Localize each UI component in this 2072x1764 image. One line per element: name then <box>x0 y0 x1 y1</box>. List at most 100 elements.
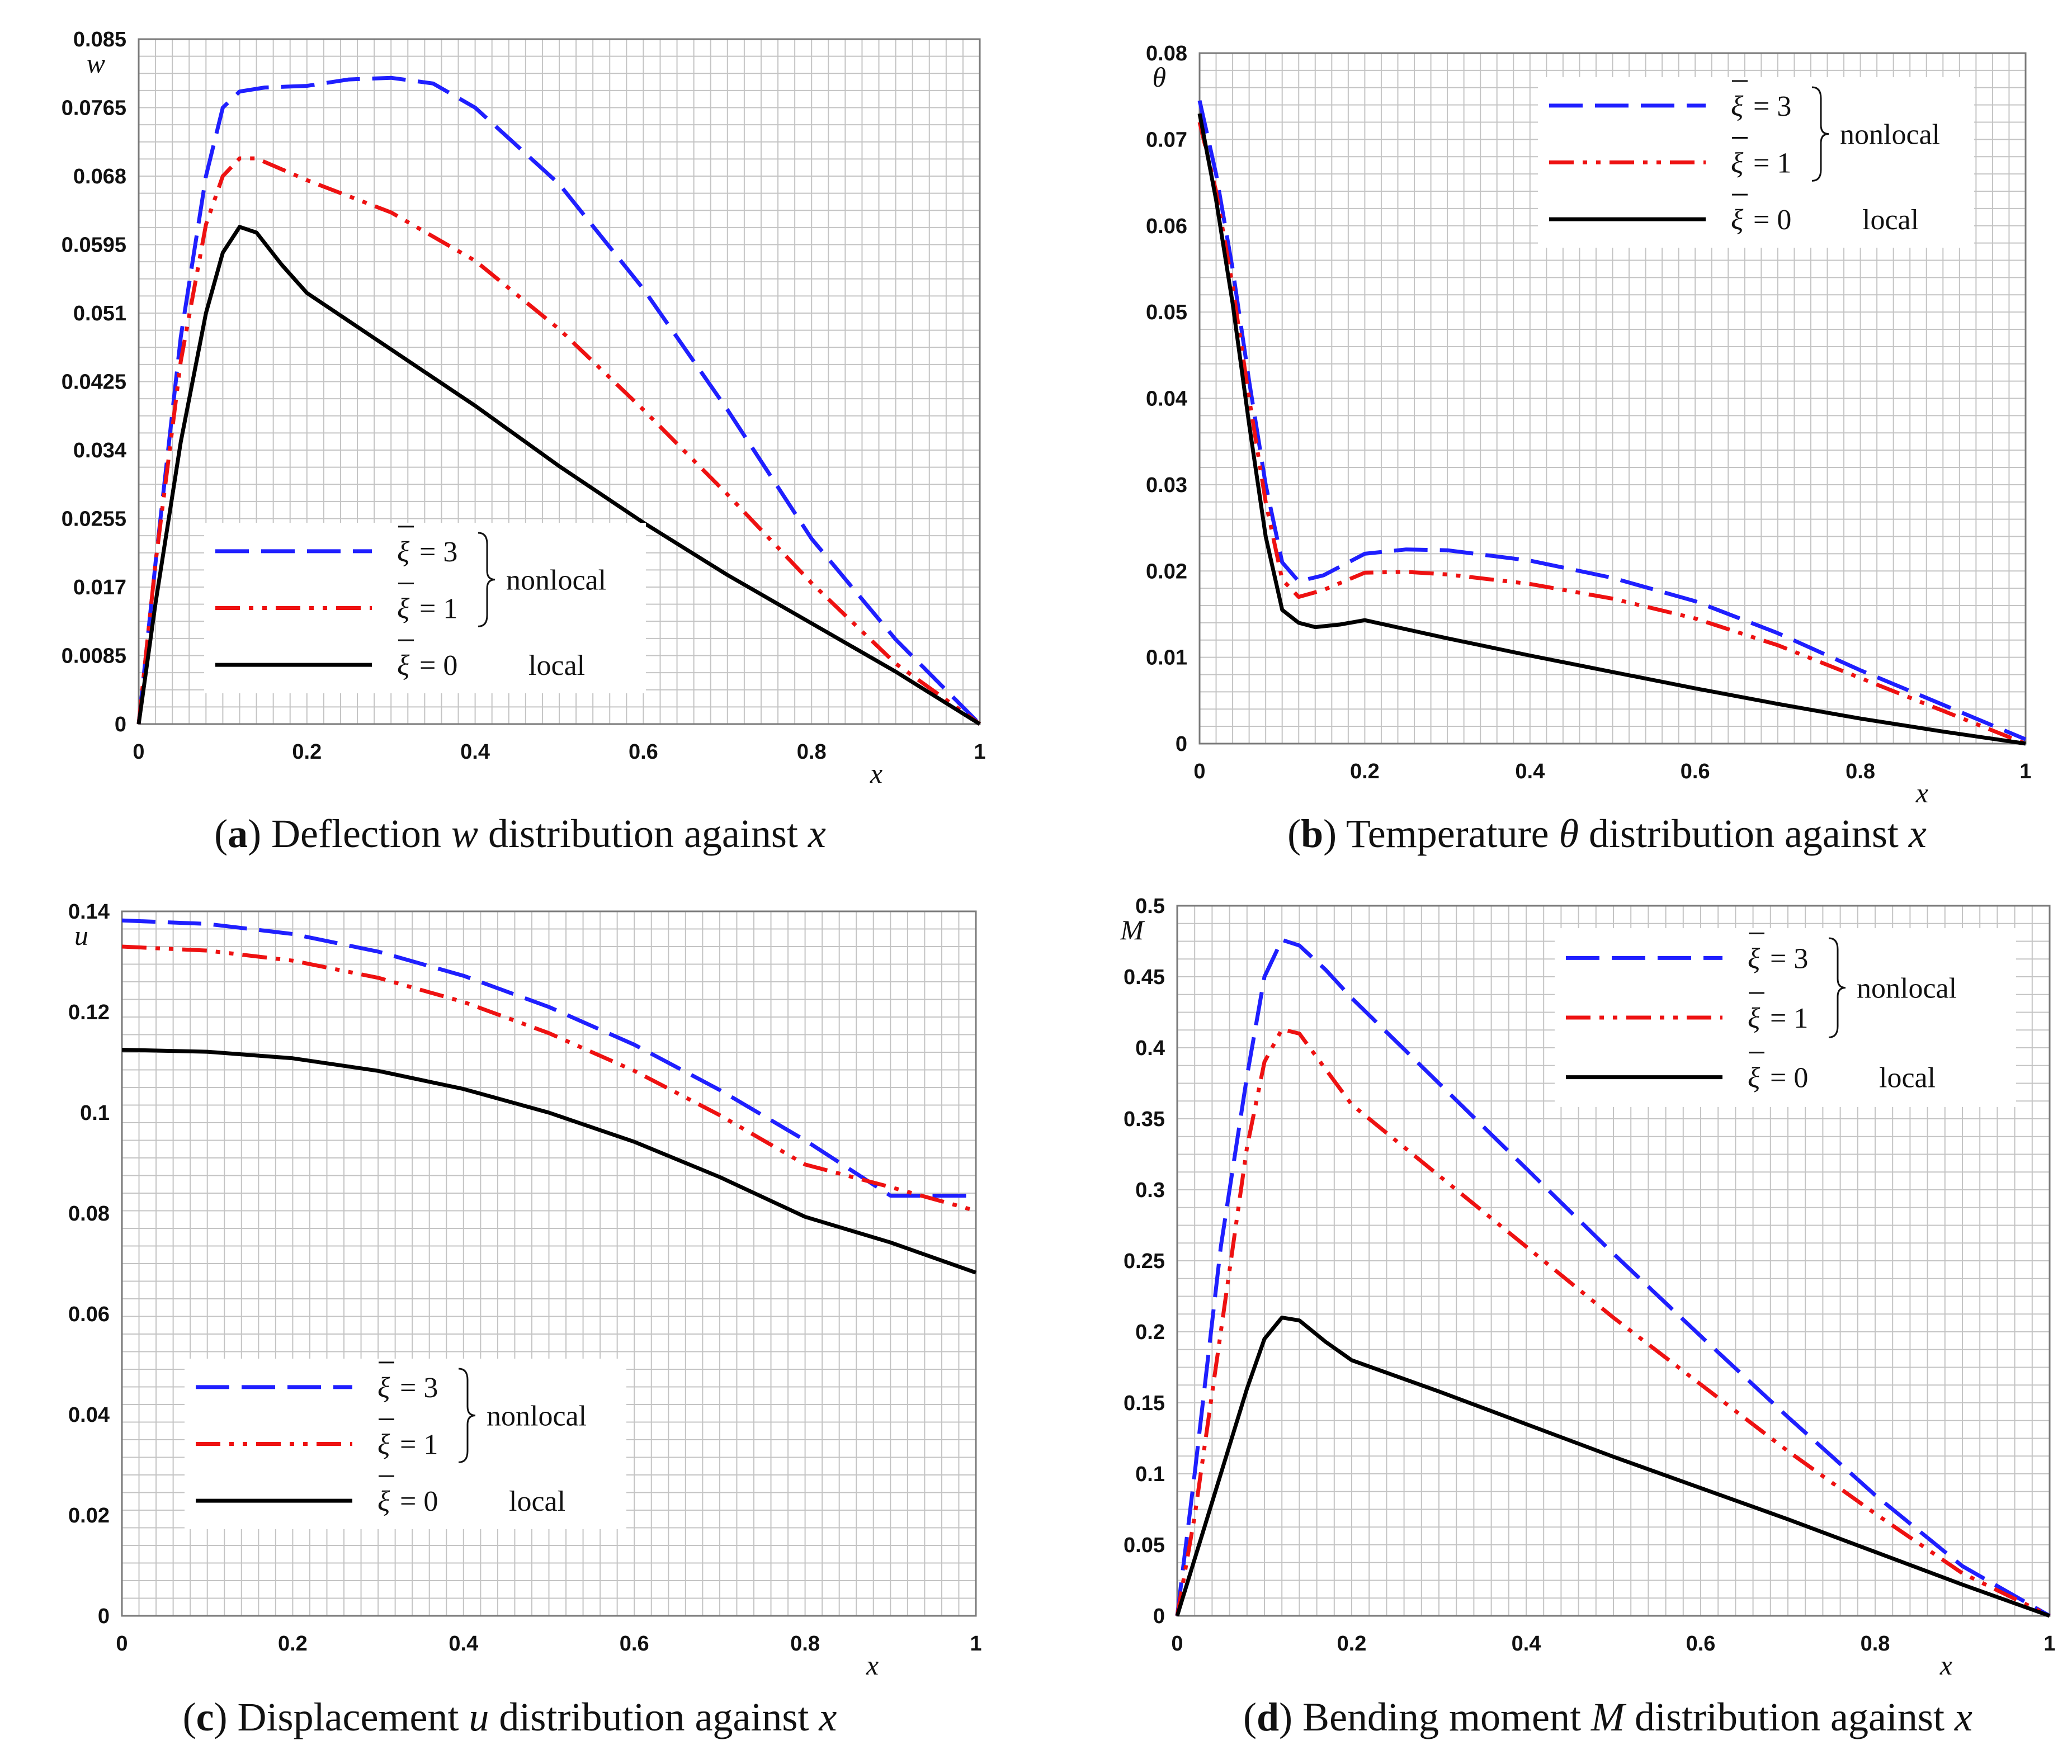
panel-c: 0 0.02 0.04 0.06 0.08 0.1 0.12 0.14 0 0.2 0.4 0.6 0.… <box>68 900 982 1739</box>
y-tick-label: 0.017 <box>73 576 126 599</box>
legend-value: = 1 <box>419 593 457 625</box>
y-tick-label: 0.085 <box>73 28 126 51</box>
y-tick-label: 0.051 <box>73 302 126 325</box>
y-tick-label: 0.06 <box>1146 215 1187 238</box>
x-tick-label: 1 <box>970 1632 981 1656</box>
y-tick-label: 0.5 <box>1135 895 1165 918</box>
legend-brace <box>1811 86 1829 182</box>
series-line-xi-1 <box>1197 121 2027 746</box>
legend-symbol: ξ <box>1731 204 1744 236</box>
series-line-xi-0 <box>121 1048 977 1275</box>
series-lines <box>1197 100 2027 746</box>
legend-group-nonlocal: nonlocal <box>1840 119 1940 151</box>
x-tick-label: 1 <box>974 740 985 764</box>
y-tick-label: 0.0085 <box>62 645 126 668</box>
y-tick-label: 0.05 <box>1124 1534 1165 1557</box>
legend-group-nonlocal: nonlocal <box>506 565 606 597</box>
legend-symbol: ξ <box>397 536 410 568</box>
y-tick-label: 0.06 <box>68 1303 110 1326</box>
panel-a: 0 0.0085 0.017 0.0255 0.034 0.0425 0.051 0.0595… <box>62 28 986 856</box>
y-tick-label: 0.25 <box>1124 1250 1165 1273</box>
legend-brace <box>458 1368 476 1463</box>
x-tick-label: 0.4 <box>449 1632 478 1656</box>
series-line-xi-0 <box>136 225 981 726</box>
legend-value: = 3 <box>1753 91 1791 122</box>
x-tick-label: 0.2 <box>1337 1632 1367 1656</box>
y-tick-label: 0.01 <box>1146 646 1187 670</box>
x-tick-label: 0.8 <box>790 1632 820 1656</box>
panel-caption: (b) Temperature θ distribution against x <box>1287 811 1927 856</box>
y-tick-label: 0.1 <box>80 1101 110 1125</box>
series-lines <box>1175 938 2051 1618</box>
y-tick-label: 0.0595 <box>62 234 126 257</box>
y-axis-label: u <box>74 920 88 951</box>
x-tick-label: 0.4 <box>460 740 490 764</box>
legend: ξ = 3 ξ = 1 ξ = 0 nonlocal local <box>1555 928 2016 1107</box>
legend: ξ = 3 ξ = 1 ξ = 0 nonlocal local <box>204 523 646 693</box>
legend-value: = 0 <box>400 1486 438 1517</box>
legend-group-nonlocal: nonlocal <box>487 1401 587 1432</box>
y-tick-label: 0.07 <box>1146 128 1187 152</box>
y-tick-label: 0.35 <box>1124 1108 1165 1131</box>
legend-value: = 1 <box>400 1429 438 1461</box>
y-tick-label: 0.12 <box>68 1001 110 1024</box>
x-tick-label: 0.4 <box>1512 1632 1541 1656</box>
legend-value: = 3 <box>1770 943 1808 975</box>
series-lines <box>136 75 981 726</box>
legend-group-local: local <box>528 650 585 682</box>
legend-brace <box>1828 937 1846 1038</box>
x-tick-label: 0 <box>1193 760 1205 783</box>
legend-value: = 0 <box>1770 1062 1808 1094</box>
series-line-xi-3 <box>1175 938 2051 1618</box>
grid <box>1199 53 2026 744</box>
y-tick-label: 0.034 <box>73 439 126 462</box>
y-tick-label: 0.45 <box>1124 966 1165 989</box>
series-line-xi-1 <box>121 944 976 1213</box>
series-line-xi-1 <box>136 156 981 726</box>
legend-value: = 3 <box>419 536 457 568</box>
y-tick-label: 0.14 <box>68 900 110 924</box>
series-line-xi-1 <box>1175 1027 2051 1618</box>
legend-group-local: local <box>1879 1062 1936 1094</box>
y-tick-label: 0 <box>1176 732 1187 756</box>
y-tick-label: 0 <box>98 1605 110 1628</box>
y-tick-label: 0.02 <box>1146 560 1187 583</box>
legend-symbol: ξ <box>377 1486 390 1517</box>
x-tick-label: 0.4 <box>1515 760 1545 783</box>
legend-symbol: ξ <box>1748 1062 1761 1094</box>
y-tick-label: 0.3 <box>1135 1179 1165 1202</box>
x-axis-label: x <box>1915 777 1928 808</box>
legend-value: = 1 <box>1770 1002 1808 1034</box>
y-tick-label: 0 <box>115 713 126 736</box>
legend-symbol: ξ <box>1748 943 1761 975</box>
series-line-xi-3 <box>136 75 981 726</box>
legend-symbol: ξ <box>397 650 410 682</box>
plot-frame <box>121 910 977 1617</box>
legend-symbol: ξ <box>1731 91 1744 122</box>
x-tick-label: 0 <box>116 1632 128 1656</box>
y-tick-label: 0.05 <box>1146 301 1187 324</box>
legend-value: = 3 <box>400 1372 438 1404</box>
y-axis-label: w <box>87 48 105 79</box>
x-tick-label: 1 <box>2043 1632 2055 1656</box>
legend-symbol: ξ <box>377 1372 390 1404</box>
x-tick-label: 0 <box>1171 1632 1183 1656</box>
x-axis-label: x <box>866 1649 879 1681</box>
legend-group-local: local <box>509 1486 565 1517</box>
y-tick-label: 0.08 <box>1146 42 1187 65</box>
y-tick-label: 0.0255 <box>62 508 126 531</box>
y-tick-label: 0.0425 <box>62 371 126 394</box>
y-tick-label: 0.0765 <box>62 97 126 120</box>
y-axis-label: M <box>1120 914 1145 945</box>
legend-symbol: ξ <box>1731 148 1744 179</box>
plot-frame <box>138 38 981 725</box>
legend-value: = 1 <box>1753 148 1791 179</box>
y-tick-label: 0 <box>1153 1605 1165 1628</box>
y-tick-label: 0.04 <box>1146 387 1187 411</box>
plot-frame <box>1198 52 2027 745</box>
series-line-xi-3 <box>121 918 976 1198</box>
panel-caption: (d) Bending moment M distribution agains… <box>1243 1695 1972 1739</box>
series-line-xi-0 <box>1175 1316 2051 1618</box>
series-line-xi-0 <box>1197 113 2026 746</box>
